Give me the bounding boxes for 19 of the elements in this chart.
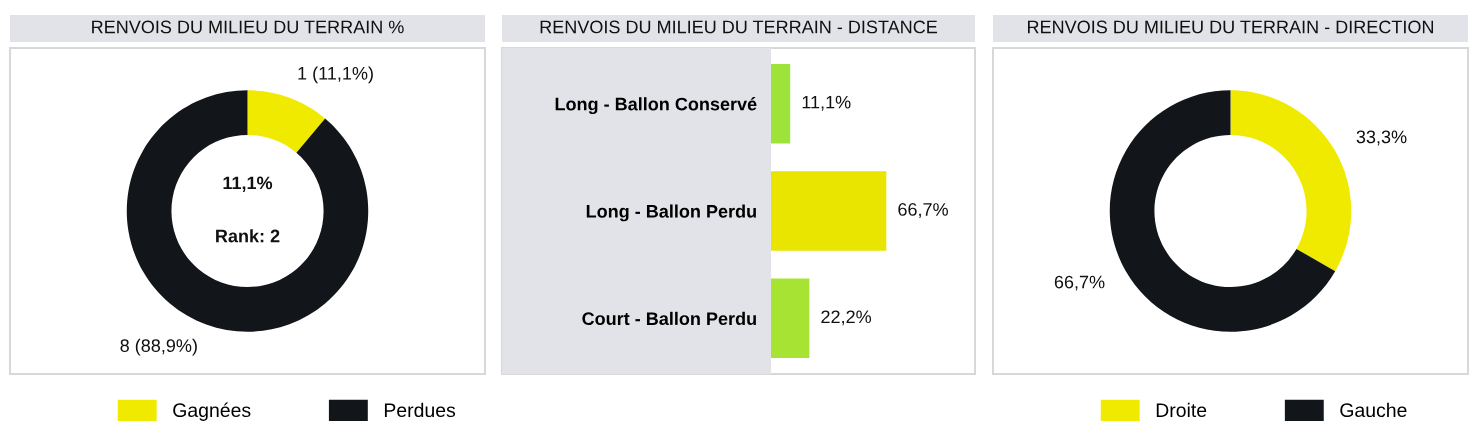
legend-label: Gagnées (173, 402, 251, 421)
chart-title: RENVOIS DU MILIEU DU TERRAIN - DISTANCE (540, 20, 938, 34)
text: Rank: 2 (216, 229, 280, 243)
legend-label: Gauche (1340, 402, 1407, 418)
data-label: 11,1% (802, 95, 851, 111)
text: 11,1% (223, 176, 273, 192)
data-label: 66,7% (1054, 275, 1105, 291)
legend-label: Droite (1156, 402, 1207, 418)
legend-label: Perdues (384, 402, 456, 418)
chart-title: RENVOIS DU MILIEU DU TERRAIN - DIRECTION (1028, 20, 1434, 34)
data-label: 33,3% (1356, 130, 1407, 146)
data-label: 1 (11,1%) (298, 66, 373, 84)
category-label: Long - Ballon Perdu (586, 204, 756, 222)
data-label: 22,2% (821, 310, 872, 326)
category-label: Court - Ballon Perdu (582, 311, 756, 326)
category-label: Long - Ballon Conservé (555, 97, 757, 115)
data-label: 8 (88,9%) (120, 338, 197, 356)
chart-title: RENVOIS DU MILIEU DU TERRAIN % (92, 20, 404, 34)
data-label: 66,7% (898, 203, 948, 218)
